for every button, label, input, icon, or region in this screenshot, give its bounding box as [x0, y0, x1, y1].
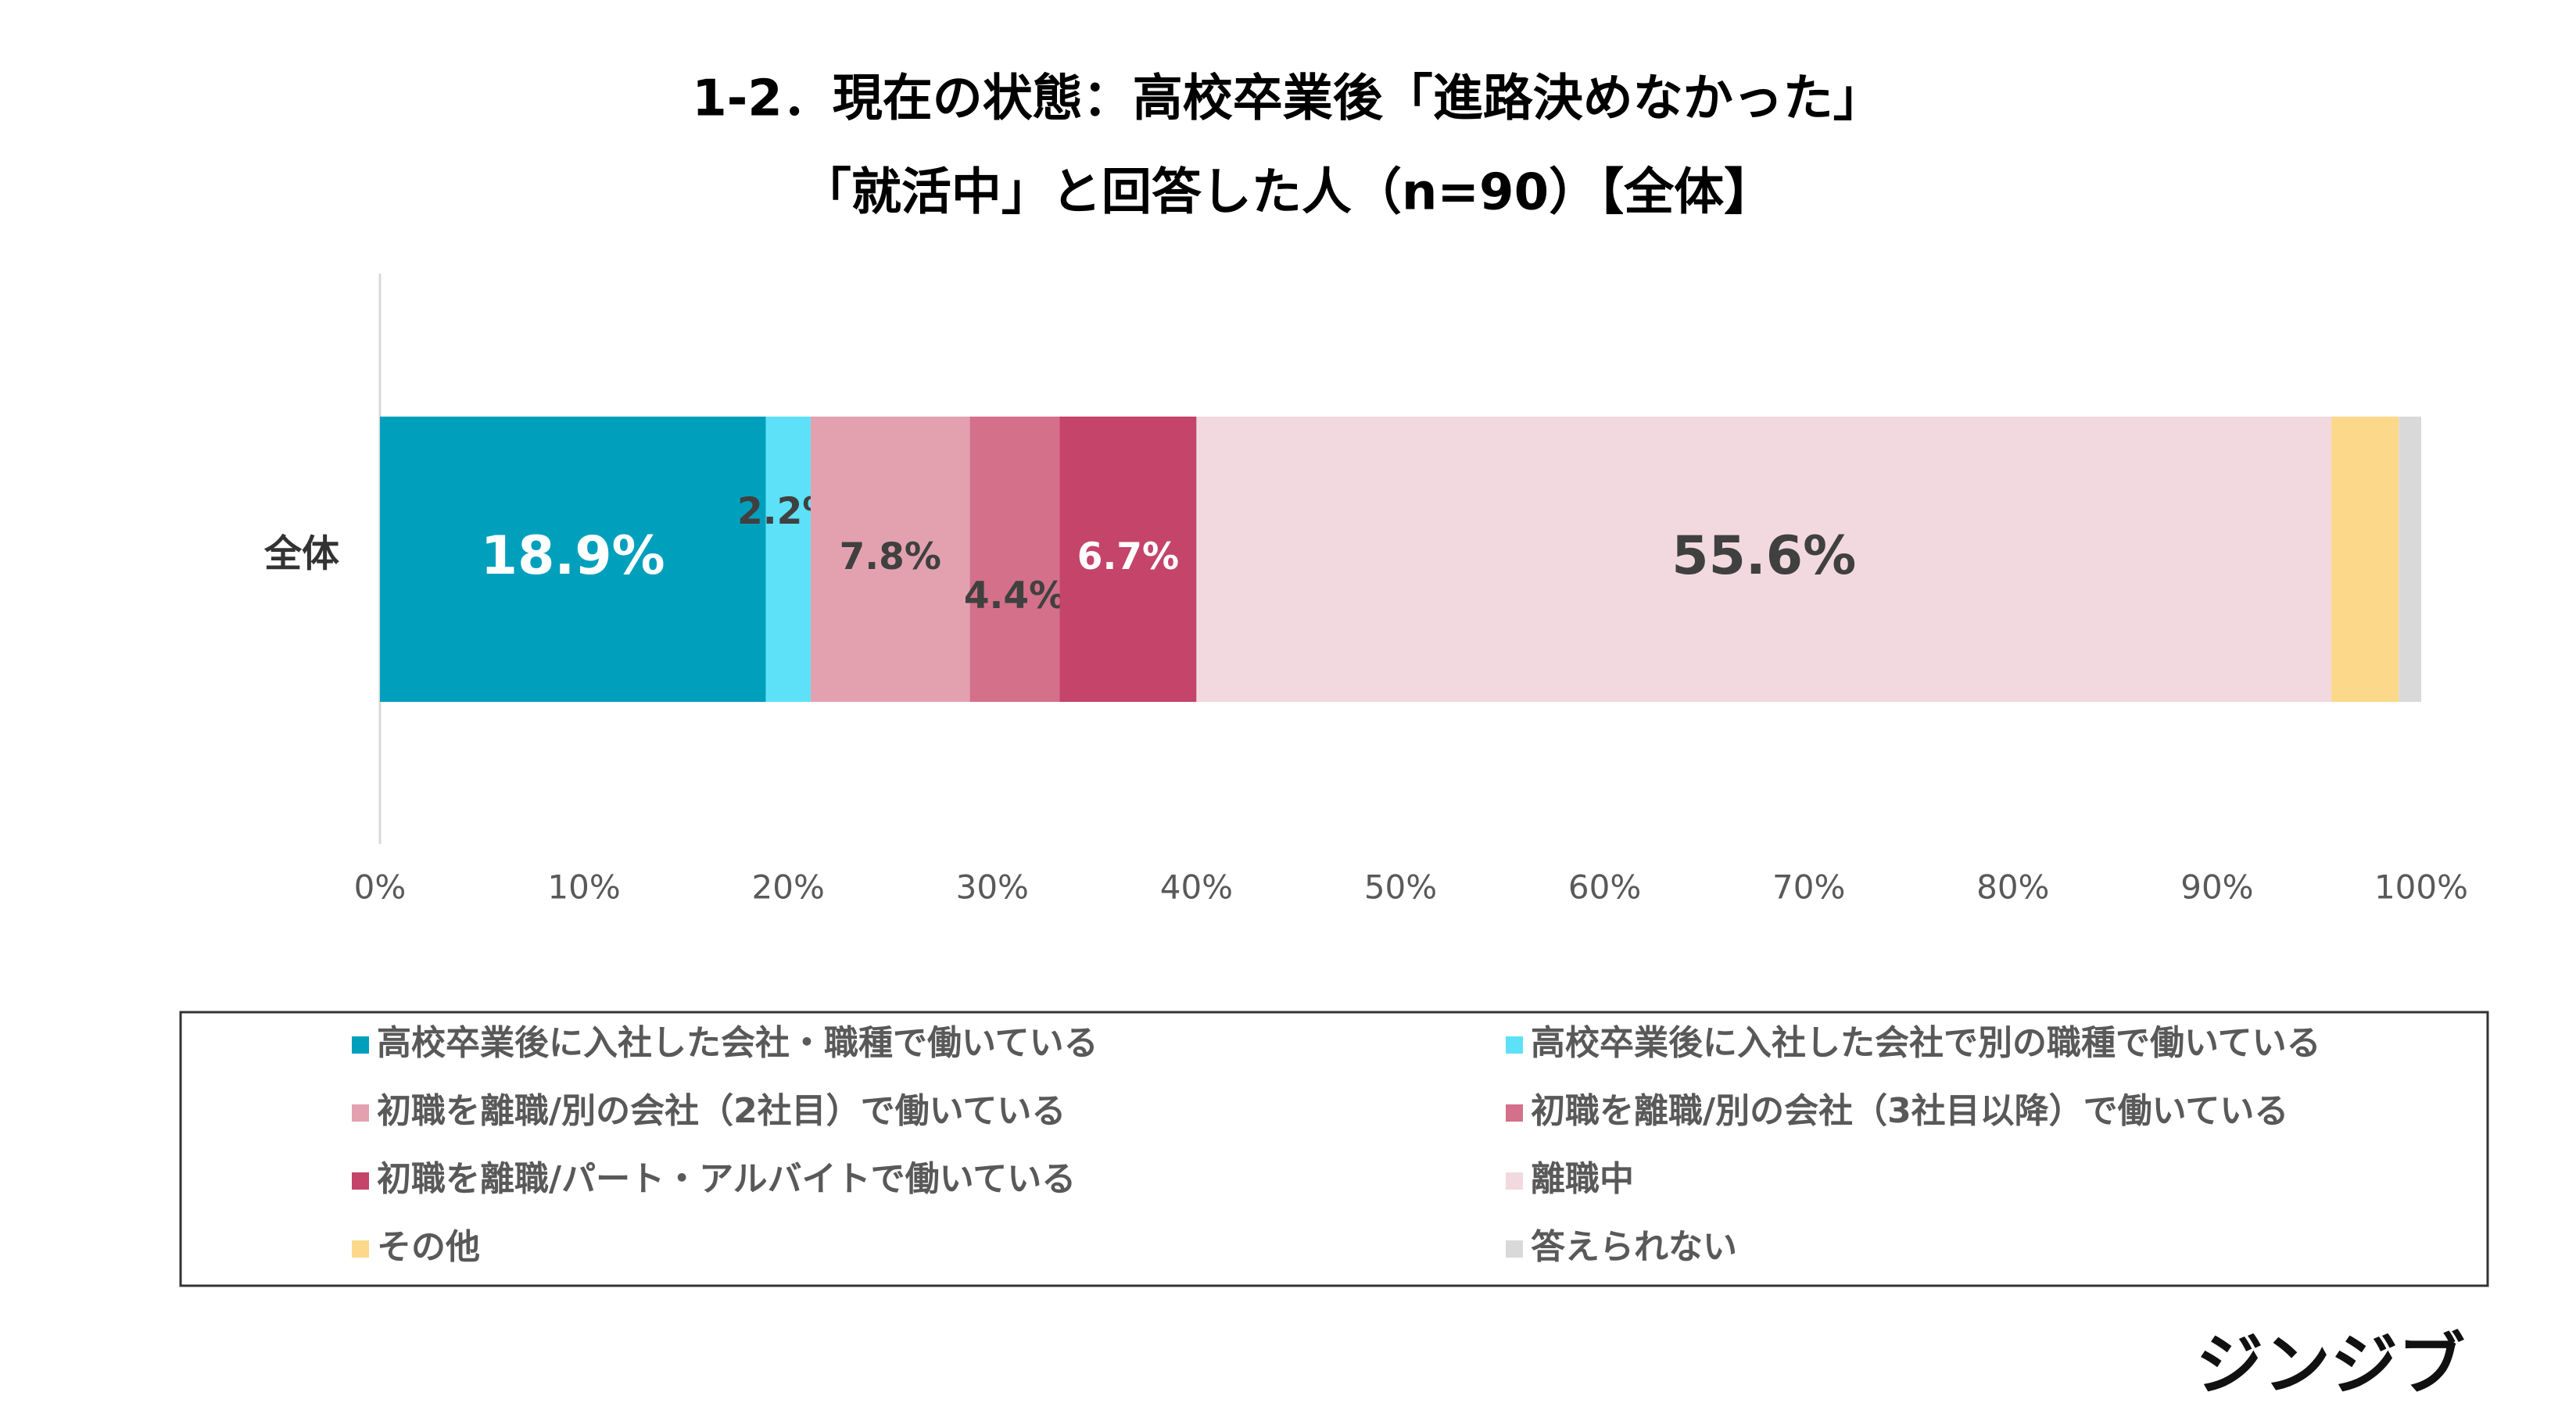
- legend-swatch: [352, 1172, 369, 1190]
- x-tick-label: 80%: [1976, 868, 2049, 907]
- legend-box: [179, 1011, 2489, 1287]
- chart-title: 1-2．現在の状態：高校卒業後「進路決めなかった」: [692, 70, 1883, 128]
- data-label: 7.8%: [840, 535, 941, 578]
- y-tick-label: 全体: [263, 532, 339, 576]
- legend-swatch: [1506, 1104, 1523, 1122]
- legend-swatch: [352, 1104, 369, 1122]
- x-tick-label: 10%: [547, 868, 620, 907]
- data-label: 6.7%: [1077, 535, 1179, 578]
- bar-segment: [765, 417, 811, 702]
- bar-segment: [810, 417, 970, 702]
- x-tick-label: 50%: [1364, 868, 1437, 907]
- legend-label: 答えられない: [1531, 1227, 1737, 1267]
- legend-swatch: [352, 1240, 369, 1258]
- legend-label: 初職を離職/別の会社（3社目以降）で働いている: [1531, 1091, 2288, 1131]
- bar-segment: [1059, 417, 1197, 702]
- legend-swatch: [1506, 1240, 1523, 1258]
- data-label: 55.6%: [1671, 525, 1856, 587]
- legend-swatch: [1506, 1172, 1523, 1190]
- bar-segment: [2331, 417, 2399, 702]
- legend-label: 初職を離職/別の会社（2社目）で働いている: [377, 1091, 1066, 1131]
- chart-title: 「就活中」と回答した人（n=90）【全体】: [801, 164, 1774, 222]
- x-tick-label: 0%: [354, 868, 407, 907]
- x-tick-label: 60%: [1568, 868, 1641, 907]
- legend-label: 初職を離職/パート・アルバイトで働いている: [377, 1159, 1076, 1199]
- x-tick-label: 30%: [956, 868, 1029, 907]
- x-tick-label: 20%: [752, 868, 825, 907]
- bar-segment: [2399, 417, 2421, 702]
- legend-label: 離職中: [1531, 1159, 1634, 1199]
- bar-segment: [1196, 417, 2332, 702]
- legend-label: 高校卒業後に入社した会社で別の職種で働いている: [1531, 1023, 2321, 1063]
- legend-label: その他: [377, 1227, 480, 1267]
- brand-logo: ジンジブ: [2196, 1326, 2465, 1404]
- bar-segment: [380, 417, 766, 702]
- x-tick-label: 40%: [1160, 868, 1233, 907]
- x-tick-label: 70%: [1772, 868, 1845, 907]
- legend-label: 高校卒業後に入社した会社・職種で働いている: [377, 1023, 1098, 1063]
- legend-swatch: [1506, 1036, 1523, 1054]
- data-label: 18.9%: [481, 525, 665, 587]
- x-tick-label: 90%: [2180, 868, 2253, 907]
- legend-swatch: [352, 1036, 369, 1054]
- data-label: 4.4%: [964, 574, 1066, 617]
- bar-segment: [969, 417, 1060, 702]
- x-tick-label: 100%: [2374, 868, 2468, 907]
